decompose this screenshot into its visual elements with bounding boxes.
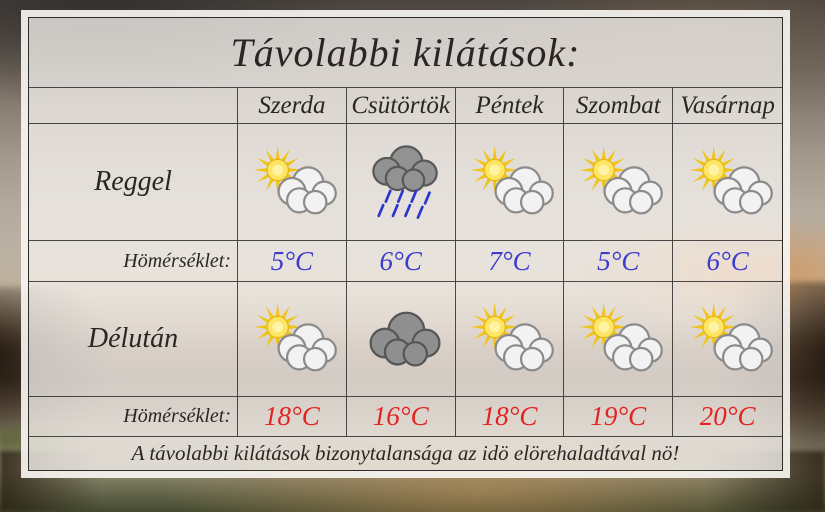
sun-cloud-icon bbox=[689, 145, 773, 214]
section-label-morning: Reggel bbox=[29, 124, 238, 241]
weather-cell-morning-csutortok bbox=[346, 124, 456, 241]
sun-cloud-icon bbox=[689, 302, 773, 371]
section-label-afternoon: Délután bbox=[29, 282, 238, 397]
temp-label-afternoon: Hömérséklet: bbox=[29, 397, 238, 437]
day-header-szombat: Szombat bbox=[564, 88, 674, 124]
day-header-pentek: Péntek bbox=[455, 88, 565, 124]
sun-cloud-icon bbox=[471, 145, 555, 214]
rain-icon bbox=[371, 145, 438, 219]
page-title: Távolabbi kilátások: bbox=[29, 18, 782, 88]
weather-cell-afternoon-pentek bbox=[455, 282, 565, 397]
sun-cloud-icon bbox=[579, 145, 664, 214]
temp-afternoon-szombat: 19°C bbox=[564, 397, 674, 437]
weather-cell-afternoon-szombat bbox=[564, 282, 674, 397]
weather-cell-morning-pentek bbox=[455, 124, 565, 241]
weather-cell-afternoon-szerda bbox=[238, 282, 347, 397]
weather-cell-afternoon-csutortok bbox=[346, 282, 456, 397]
temp-label-morning: Hömérséklet: bbox=[29, 241, 238, 282]
forecast-table: Távolabbi kilátások: Szerda Csütörtök Pé… bbox=[28, 17, 783, 471]
temp-morning-vasarnap: 6°C bbox=[673, 241, 782, 282]
weather-cell-morning-szombat bbox=[564, 124, 674, 241]
sun-cloud-icon bbox=[471, 302, 555, 371]
sun-cloud-icon bbox=[579, 302, 664, 371]
weather-cell-afternoon-vasarnap bbox=[673, 282, 782, 397]
temp-afternoon-vasarnap: 20°C bbox=[673, 397, 782, 437]
footnote: A távolabbi kilátások bizonytalansága az… bbox=[131, 441, 680, 465]
temp-morning-szerda: 5°C bbox=[238, 241, 347, 282]
sun-cloud-icon bbox=[253, 145, 337, 214]
sun-cloud-icon bbox=[253, 302, 337, 371]
dark-cloud-icon bbox=[369, 311, 441, 367]
temp-morning-csutortok: 6°C bbox=[346, 241, 456, 282]
temp-morning-szombat: 5°C bbox=[564, 241, 674, 282]
temp-afternoon-szerda: 18°C bbox=[238, 397, 347, 437]
weather-cell-morning-szerda bbox=[238, 124, 347, 241]
temp-afternoon-pentek: 18°C bbox=[455, 397, 565, 437]
day-header-vasarnap: Vasárnap bbox=[673, 88, 782, 124]
temp-afternoon-csutortok: 16°C bbox=[346, 397, 456, 437]
day-header-szerda: Szerda bbox=[238, 88, 347, 124]
weather-cell-morning-vasarnap bbox=[673, 124, 782, 241]
corner-cell bbox=[29, 88, 238, 124]
day-header-csutortok: Csütörtök bbox=[346, 88, 456, 124]
temp-morning-pentek: 7°C bbox=[455, 241, 565, 282]
